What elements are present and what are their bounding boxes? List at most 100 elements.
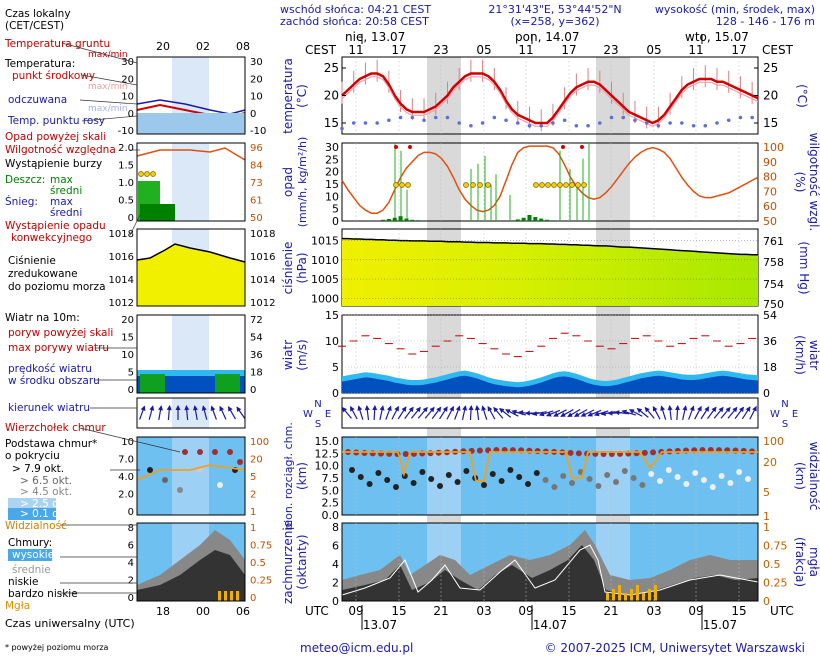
legend-wind-arrow (227, 406, 237, 420)
fog-bar (648, 589, 651, 601)
precip-mean-bar (416, 220, 421, 221)
top-hour-17: 17 (731, 43, 746, 57)
legend-fog-bar (230, 591, 233, 601)
wind-arrow (614, 410, 630, 416)
cloud-base-dot (595, 483, 602, 489)
bottom-hour-03: 03 (646, 604, 661, 618)
pressure-tick-right: 750 (763, 298, 784, 311)
legend-wind-area-green (215, 374, 240, 393)
legend-mini-tick-right: 73 (250, 178, 263, 189)
wind-arrow-head (429, 406, 435, 413)
legend-mini-tick-left: 2.0 (118, 143, 134, 154)
dew-point-dot (609, 115, 614, 120)
wind-arrow-head (652, 405, 658, 412)
wind-arrow-head (357, 405, 363, 411)
wind-arrow-head (442, 406, 448, 412)
wind-arrow (720, 406, 731, 419)
dew-point-dot (504, 118, 508, 123)
wind-arrow-head (401, 406, 407, 412)
wind-arrow (652, 405, 661, 420)
cloud-base-dot (674, 474, 681, 480)
wind-arrow (567, 408, 581, 418)
wind-arrow (385, 405, 392, 420)
temp-axis-label: temperatura (281, 58, 295, 134)
dew-point-dot (750, 115, 754, 120)
cloud-base-dot (525, 481, 531, 487)
legend-mini-tick-right: 2 (250, 490, 256, 501)
legend-wind-arrow (236, 406, 246, 420)
fog-axis-unit: (frakcja) (793, 537, 807, 587)
fog-tick-right: 1 (763, 521, 770, 534)
precip-tick-left: 15 (325, 178, 339, 191)
dew-point-dot (738, 115, 743, 120)
legend-local-time-zone: (CET/CEST) (5, 20, 64, 32)
cover-tick-left: 2 (332, 577, 339, 590)
wind-arrow-head (587, 411, 593, 417)
legend-wind-arrow-head (175, 405, 181, 410)
wind-arrow-head (573, 412, 580, 417)
wind-axis-unit: (m/s) (295, 339, 309, 370)
legend-mini-tick-right: 0.25 (250, 576, 272, 587)
wind-arrow-head (531, 411, 538, 417)
storm-marker (533, 182, 539, 188)
legend-wind-arrow-head (201, 405, 207, 411)
wind-arrow (682, 405, 688, 420)
wind-arrow (461, 405, 468, 420)
legend-mini-tick-right: 1016 (250, 252, 275, 263)
dew-point-dot (574, 123, 579, 128)
fog-bar (606, 593, 609, 601)
wind-tick-right: 18 (763, 361, 777, 374)
legend-wind-arrow (139, 405, 146, 420)
legend-clouds: Chmury: (8, 537, 52, 549)
legend-cloud-base-dot (147, 467, 153, 473)
legend-utc-18: 18 (156, 605, 170, 618)
fog-bar (642, 593, 645, 601)
fog-tick-right: 0.75 (763, 540, 788, 553)
cloud-base-dot (507, 467, 514, 473)
legend-cloud-base: Podstawa chmur* (5, 438, 97, 450)
bottom-hour-15: 15 (391, 604, 406, 618)
legend-mini-tick-left: 4 (128, 558, 134, 569)
wind-arrow (499, 408, 512, 418)
fog-tick-right: 0.25 (763, 577, 788, 590)
dew-point-dot (703, 123, 708, 128)
precip-frame (341, 142, 759, 222)
compass-letter: E (325, 409, 331, 420)
legend-octa-5-bg (8, 508, 56, 520)
compass-letter: N (314, 399, 321, 410)
legend-high: wysokie (12, 549, 54, 561)
dew-point-dot (691, 123, 696, 128)
cloud-base-dot (445, 472, 452, 478)
wind-arrow-head (644, 406, 650, 413)
legend-rain: Deszcz: (5, 174, 45, 186)
wind-arrow (734, 406, 745, 419)
legend-mini-tick-right: 72 (250, 315, 263, 326)
legend-mini-tick-right: 1018 (250, 229, 275, 240)
wind-arrow (397, 406, 407, 420)
precip-tick-left: 0 (332, 215, 339, 228)
precip-mean-bar (545, 219, 550, 221)
precip-tick-left: 10 (325, 190, 339, 203)
wind-arrow-head (745, 406, 751, 412)
wind-arrow (350, 405, 358, 420)
legend-cloud-top-dot (237, 459, 243, 465)
clouds-axis-unit: (km) (295, 462, 309, 490)
storm-marker (569, 182, 575, 188)
cloud-base-dot (428, 476, 435, 482)
storm-marker (463, 182, 469, 188)
legend-wind-arrow (148, 405, 155, 420)
legend-connector (79, 427, 181, 453)
wind-arrow (700, 406, 710, 420)
wind-arrow-head (697, 405, 702, 412)
dew-point-dot (422, 118, 426, 123)
top-hour-05: 05 (646, 43, 661, 57)
wind-arrow-head (493, 406, 499, 413)
wind-arrow (707, 406, 717, 419)
compass-letter: W (303, 409, 313, 420)
clouds-night (427, 437, 461, 515)
legend-cloud-top-dot (227, 449, 233, 455)
legend-dewpoint: Temp. punktu rosy (7, 115, 105, 127)
footer-email-link[interactable]: meteo@icm.edu.pl (300, 641, 413, 655)
legend-hour-08: 08 (236, 40, 250, 53)
compass-letter: W (770, 409, 780, 420)
